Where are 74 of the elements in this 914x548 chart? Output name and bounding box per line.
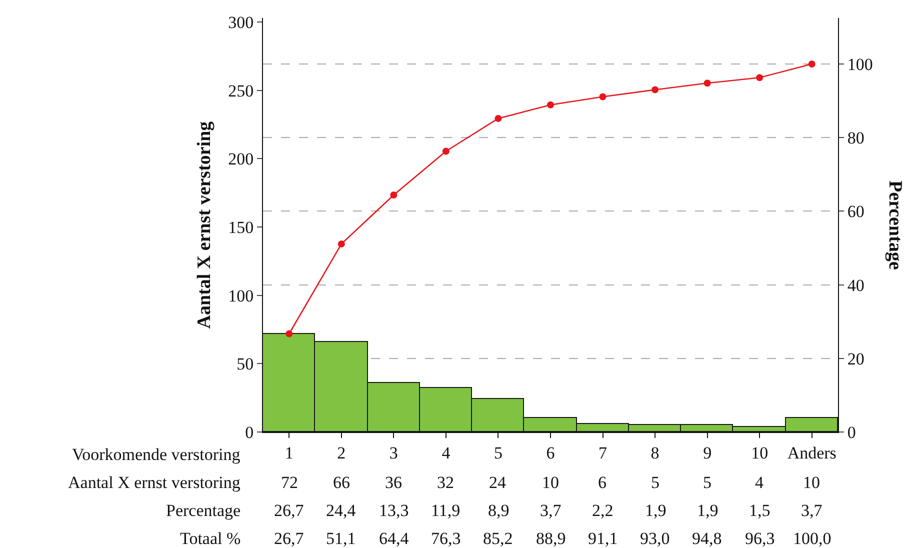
data-label: 64,4 bbox=[379, 529, 410, 548]
y2-tick-label: 100 bbox=[847, 54, 873, 74]
x-tick-label: 8 bbox=[650, 443, 660, 462]
text: 13,3 bbox=[379, 501, 409, 520]
data-label: 76,3 bbox=[431, 529, 461, 548]
x-tick-label: 6 bbox=[546, 443, 555, 462]
data-label: 24 bbox=[489, 473, 506, 492]
text: 1,5 bbox=[749, 501, 770, 520]
data-label: 88,9 bbox=[536, 529, 566, 548]
data-label: 91,1 bbox=[588, 529, 618, 548]
y-tick-label: 250 bbox=[228, 81, 254, 100]
text: 1,9 bbox=[697, 501, 718, 520]
data-label: 5 bbox=[651, 473, 660, 492]
x-tick-label: 7 bbox=[598, 443, 608, 462]
y2-tick-label: 20 bbox=[847, 349, 864, 368]
point bbox=[494, 114, 502, 122]
text: 11,9 bbox=[431, 501, 460, 520]
y-tick-label: 0 bbox=[245, 422, 254, 442]
text: 1,9 bbox=[645, 501, 666, 520]
data-label: 10 bbox=[542, 473, 559, 492]
point bbox=[338, 240, 345, 248]
data-label: 72 bbox=[281, 473, 298, 492]
x-tick-label: 3 bbox=[389, 443, 398, 462]
x-tick-label: 10 bbox=[751, 443, 768, 462]
text: 2,2 bbox=[592, 501, 614, 520]
y2-tick-label: 0 bbox=[847, 422, 856, 442]
text: Percentage bbox=[166, 501, 241, 520]
data-label: 66 bbox=[333, 473, 350, 492]
y2-tick-label: 40 bbox=[847, 276, 864, 295]
y2-tick-label: 80 bbox=[847, 128, 864, 148]
x-tick-label: Anders bbox=[787, 443, 836, 462]
x-tick-label: 9 bbox=[703, 443, 712, 462]
data-label: 36 bbox=[385, 473, 402, 492]
text: 24,4 bbox=[326, 501, 356, 520]
y-tick-label: 300 bbox=[228, 13, 254, 32]
data-label: 26,7 bbox=[274, 529, 304, 548]
text: Aantal X ernst verstoring bbox=[68, 473, 241, 492]
data-label: 51,1 bbox=[326, 529, 356, 548]
point bbox=[286, 330, 293, 338]
point bbox=[547, 101, 554, 108]
point bbox=[704, 80, 711, 87]
text: 8,9 bbox=[488, 501, 510, 520]
y-tick-label: 150 bbox=[228, 218, 254, 237]
point bbox=[442, 148, 450, 155]
point bbox=[390, 192, 398, 199]
y-tick-label: 200 bbox=[228, 150, 254, 169]
point bbox=[599, 93, 606, 100]
point bbox=[652, 86, 659, 94]
x-tick-label: 4 bbox=[442, 443, 451, 462]
text: 26,7 bbox=[274, 501, 304, 520]
x-axis-title: Voorkomende verstoring bbox=[72, 445, 241, 464]
data-label: 4 bbox=[755, 473, 764, 492]
data-label: 5 bbox=[703, 473, 712, 492]
text: 3,7 bbox=[540, 501, 562, 520]
point bbox=[756, 74, 764, 82]
data-label: 10 bbox=[803, 473, 820, 492]
data-label: 6 bbox=[598, 473, 606, 492]
data-label: 96,3 bbox=[745, 529, 775, 548]
data-label: 100,0 bbox=[793, 529, 832, 548]
x-tick-label: 1 bbox=[284, 443, 294, 462]
y2-axis-title: Percentage bbox=[884, 180, 906, 270]
point bbox=[808, 60, 816, 68]
data-label: 32 bbox=[437, 473, 454, 492]
text: 3,7 bbox=[801, 501, 823, 520]
y-tick-label: 50 bbox=[236, 354, 254, 374]
y-tick-label: 100 bbox=[228, 286, 254, 306]
data-label: 93,0 bbox=[640, 529, 670, 548]
y2-tick-label: 60 bbox=[847, 202, 864, 222]
data-label: 85,2 bbox=[483, 529, 513, 548]
y-axis-title: Aantal X ernst verstoring bbox=[194, 120, 215, 329]
x-tick-label: 2 bbox=[337, 443, 346, 462]
data-label: 94,8 bbox=[692, 529, 722, 548]
text: Totaal % bbox=[180, 529, 241, 548]
x-tick-label: 5 bbox=[494, 443, 502, 462]
